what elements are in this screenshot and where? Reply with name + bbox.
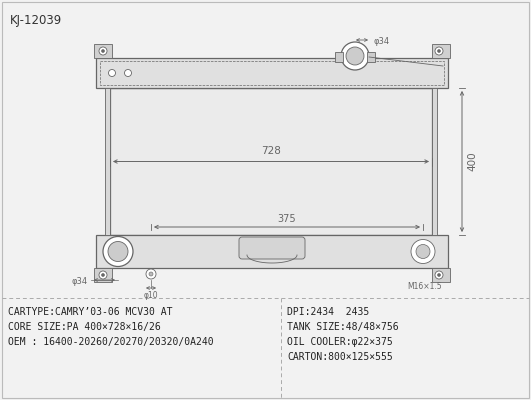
- Circle shape: [146, 269, 156, 279]
- Circle shape: [435, 271, 443, 279]
- Bar: [94, 268, 112, 282]
- Text: OEM : 16400-20260/20270/20320/0A240: OEM : 16400-20260/20270/20320/0A240: [8, 337, 213, 347]
- Circle shape: [416, 244, 430, 258]
- Text: φ34: φ34: [72, 276, 88, 286]
- Circle shape: [411, 240, 435, 264]
- Circle shape: [101, 50, 105, 52]
- Text: M16×1.5: M16×1.5: [408, 282, 442, 291]
- Bar: [335, 52, 343, 62]
- Text: TANK SIZE:48/48×756: TANK SIZE:48/48×756: [287, 322, 399, 332]
- Text: 400: 400: [467, 152, 477, 171]
- Circle shape: [435, 47, 443, 55]
- Bar: [367, 52, 375, 62]
- Circle shape: [103, 236, 133, 266]
- Bar: [105, 88, 110, 235]
- Circle shape: [99, 271, 107, 279]
- Text: CARTON:800×125×555: CARTON:800×125×555: [287, 352, 393, 362]
- Circle shape: [438, 50, 441, 52]
- Circle shape: [341, 42, 369, 70]
- Circle shape: [108, 70, 116, 76]
- Text: 728: 728: [261, 146, 281, 156]
- Bar: [94, 44, 112, 58]
- Circle shape: [124, 70, 132, 76]
- Text: 375: 375: [278, 214, 296, 224]
- Circle shape: [99, 47, 107, 55]
- Bar: [96, 235, 448, 268]
- Text: KJ-12039: KJ-12039: [10, 14, 62, 27]
- Circle shape: [438, 274, 441, 276]
- FancyBboxPatch shape: [239, 237, 305, 259]
- Bar: [110, 88, 432, 235]
- Circle shape: [149, 272, 153, 276]
- Bar: [100, 61, 444, 85]
- Circle shape: [101, 274, 105, 276]
- Circle shape: [346, 47, 364, 65]
- Text: φ10: φ10: [144, 291, 158, 300]
- Text: φ34: φ34: [373, 36, 389, 46]
- Bar: [432, 268, 450, 282]
- Bar: [432, 88, 437, 235]
- Text: OIL COOLER:φ22×375: OIL COOLER:φ22×375: [287, 337, 393, 347]
- Text: DPI:2434  2435: DPI:2434 2435: [287, 307, 369, 317]
- Circle shape: [108, 242, 128, 262]
- Text: CORE SIZE:PA 400×728×16/26: CORE SIZE:PA 400×728×16/26: [8, 322, 161, 332]
- Text: CARTYPE:CAMRY’03-06 MCV30 AT: CARTYPE:CAMRY’03-06 MCV30 AT: [8, 307, 173, 317]
- Bar: [432, 44, 450, 58]
- Bar: [96, 58, 448, 88]
